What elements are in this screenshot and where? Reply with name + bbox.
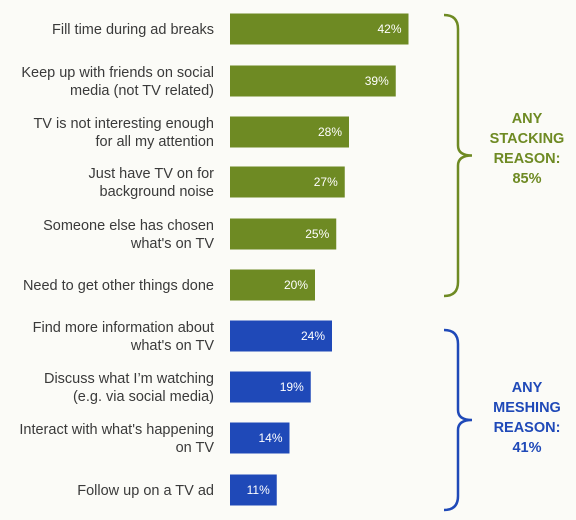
category-label-8-line-2: (e.g. via social media) <box>73 389 214 405</box>
category-label-7-line-1: Find more information about <box>33 320 214 336</box>
bar-8 <box>230 371 311 403</box>
stacking-group-label-line-2: STACKING <box>490 131 565 147</box>
category-label-6-line-1: Need to get other things done <box>23 278 214 294</box>
bar-5 <box>230 218 337 250</box>
meshing-brace <box>443 328 473 512</box>
category-label-5-line-1: Someone else has chosen <box>43 218 214 234</box>
bar-value-label-3: 28% <box>318 125 342 139</box>
stacking-group-label-line-4: 85% <box>512 171 541 187</box>
bars-layer: 42% 39% 28% 27% 25% 20% 24% 19% 14% 11% <box>230 13 409 506</box>
category-label-4-line-2: background noise <box>100 184 214 200</box>
bar-value-label-8: 19% <box>280 380 304 394</box>
bar-1 <box>230 13 409 45</box>
bar-value-label-9: 14% <box>258 431 282 445</box>
category-label-3-line-2: for all my attention <box>96 134 214 150</box>
bar-value-label-1: 42% <box>377 22 401 36</box>
stacking-group-label-line-1: ANY <box>512 111 543 127</box>
bar-9 <box>230 422 290 454</box>
meshing-group-label-line-1: ANY <box>512 380 543 396</box>
category-label-2-line-2: media (not TV related) <box>70 83 214 99</box>
bar-value-label-10: 11% <box>247 483 270 497</box>
category-label-1-line-1: Fill time during ad breaks <box>52 22 214 38</box>
category-label-4-line-1: Just have TV on for <box>89 166 215 182</box>
group-annotations-layer: ANY STACKING REASON: 85% ANY MESHING REASON: 41… <box>443 13 565 512</box>
bar-value-label-6: 20% <box>284 278 308 292</box>
stacking-brace <box>443 13 473 298</box>
meshing-group-label-line-3: REASON: <box>494 420 561 436</box>
bar-7 <box>230 320 332 352</box>
bar-2 <box>230 65 396 97</box>
category-label-8-line-1: Discuss what I’m watching <box>44 371 214 387</box>
category-label-9-line-1: Interact with what's happening <box>19 422 214 438</box>
bar-10 <box>230 474 277 506</box>
category-label-10-line-1: Follow up on a TV ad <box>77 483 214 499</box>
category-label-9-line-2: on TV <box>176 440 215 456</box>
category-label-5-line-2: what's on TV <box>130 236 214 252</box>
meshing-group-label-line-4: 41% <box>512 440 541 456</box>
bar-value-label-5: 25% <box>305 227 329 241</box>
category-label-2-line-1: Keep up with friends on social <box>21 65 214 81</box>
bar-6 <box>230 269 315 301</box>
bar-4 <box>230 166 345 198</box>
meshing-group-label-line-2: MESHING <box>493 400 561 416</box>
bar-value-label-7: 24% <box>301 329 325 343</box>
bar-value-label-2: 39% <box>365 74 389 88</box>
category-label-7-line-2: what's on TV <box>130 338 214 354</box>
bar-3 <box>230 116 349 148</box>
bar-value-label-4: 27% <box>314 175 338 189</box>
stacking-group-label-line-3: REASON: <box>494 151 561 167</box>
category-labels-layer: Fill time during ad breaks Keep up with f… <box>19 22 214 499</box>
category-label-3-line-1: TV is not interesting enough <box>33 116 214 132</box>
